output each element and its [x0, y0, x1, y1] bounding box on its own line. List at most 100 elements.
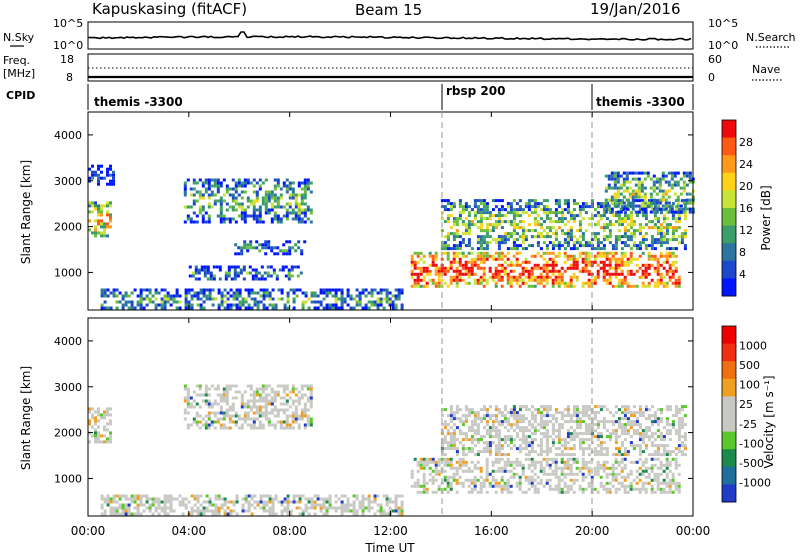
echo-cell — [88, 210, 91, 214]
echo-cell — [665, 211, 669, 215]
echo-cell — [506, 460, 510, 464]
echo-cell — [288, 426, 292, 430]
echo-cell — [106, 437, 109, 441]
echo-cell — [605, 450, 609, 454]
echo-cell — [632, 220, 636, 224]
echo-cell — [461, 438, 465, 442]
echo-cell — [160, 303, 164, 307]
echo-cell — [509, 263, 513, 267]
echo-cell — [183, 193, 187, 197]
echo-cell — [506, 463, 510, 467]
echo-cell — [237, 390, 241, 394]
echo-cell — [449, 275, 453, 279]
echo-cell — [635, 269, 639, 273]
echo-cell — [183, 411, 187, 415]
echo-cell — [530, 211, 534, 215]
echo-cell — [491, 420, 495, 424]
echo-cell — [244, 297, 248, 301]
echo-cell — [581, 235, 585, 239]
echo-cell — [551, 472, 555, 476]
echo-cell — [674, 481, 678, 485]
echo-cell — [515, 257, 519, 261]
echo-cell — [240, 202, 244, 206]
echo-cell — [581, 460, 585, 464]
echo-cell — [643, 198, 647, 202]
echo-cell — [677, 417, 681, 421]
echo-cell — [325, 509, 329, 513]
echo-cell — [662, 275, 666, 279]
echo-cell — [635, 460, 639, 464]
echo-cell — [291, 208, 295, 212]
echo-cell — [118, 291, 122, 295]
echo-cell — [628, 204, 632, 208]
echo-cell — [542, 484, 546, 488]
echo-cell — [231, 402, 235, 406]
echo-cell — [488, 266, 492, 270]
echo-cell — [557, 220, 561, 224]
echo-cell — [509, 414, 513, 418]
echo-cell — [620, 223, 624, 227]
colorbar-tick-label: 20 — [739, 180, 753, 193]
echo-cell — [313, 294, 317, 298]
echo-cell — [267, 423, 271, 427]
echo-cell — [264, 252, 268, 256]
echo-cell — [201, 217, 205, 221]
echo-cell — [650, 463, 654, 467]
echo-cell — [464, 405, 468, 409]
echo-cell — [602, 453, 606, 457]
echo-cell — [518, 408, 522, 412]
echo-cell — [608, 472, 612, 476]
echo-cell — [500, 266, 504, 270]
echo-cell — [470, 411, 474, 415]
echo-cell — [482, 238, 486, 242]
echo-cell — [554, 254, 558, 258]
echo-cell — [112, 497, 116, 501]
echo-cell — [306, 396, 310, 400]
echo-cell — [455, 447, 459, 451]
echo-cell — [186, 423, 190, 427]
echo-cell — [197, 268, 201, 272]
echo-cell — [437, 484, 441, 488]
echo-cell — [225, 414, 229, 418]
echo-cell — [109, 506, 113, 510]
echo-cell — [584, 254, 588, 258]
echo-cell — [286, 497, 290, 501]
echo-cell — [617, 278, 621, 282]
echo-cell — [188, 265, 192, 269]
echo-cell — [688, 171, 692, 175]
echo-cell — [587, 281, 591, 285]
echo-cell — [581, 441, 585, 445]
echo-cell — [443, 208, 447, 212]
echo-cell — [634, 177, 638, 181]
echo-cell — [545, 435, 549, 439]
echo-cell — [169, 509, 173, 513]
echo-cell — [545, 423, 549, 427]
echo-cell — [599, 420, 603, 424]
echo-cell — [557, 466, 561, 470]
echo-cell — [677, 284, 681, 288]
echo-cell — [509, 447, 513, 451]
echo-cell — [239, 268, 243, 272]
echo-cell — [309, 423, 313, 427]
echo-cell — [671, 238, 675, 242]
echo-cell — [250, 297, 254, 301]
echo-cell — [219, 408, 223, 412]
echo-cell — [563, 260, 567, 264]
echo-cell — [485, 457, 489, 461]
echo-cell — [186, 387, 190, 391]
echo-cell — [361, 494, 365, 498]
echo-cell — [473, 411, 477, 415]
echo-cell — [298, 512, 302, 516]
echo-cell — [616, 189, 620, 193]
echo-cell — [584, 423, 588, 427]
echo-cell — [222, 417, 226, 421]
echo-cell — [216, 384, 220, 388]
echo-cell — [470, 220, 474, 224]
echo-cell — [322, 291, 326, 295]
echo-cell — [578, 235, 582, 239]
echo-cell — [614, 490, 618, 494]
echo-cell — [301, 303, 305, 307]
echo-cell — [106, 234, 109, 238]
echo-cell — [602, 226, 606, 230]
echo-cell — [227, 271, 231, 275]
